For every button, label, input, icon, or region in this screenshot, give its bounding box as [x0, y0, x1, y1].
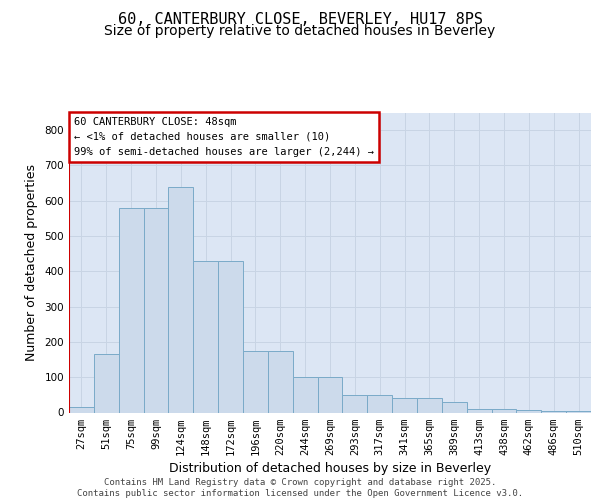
Text: 60 CANTERBURY CLOSE: 48sqm
← <1% of detached houses are smaller (10)
99% of semi: 60 CANTERBURY CLOSE: 48sqm ← <1% of deta… [74, 117, 374, 156]
Bar [343, 395, 367, 412]
Text: 60, CANTERBURY CLOSE, BEVERLEY, HU17 8PS: 60, CANTERBURY CLOSE, BEVERLEY, HU17 8PS [118, 12, 482, 28]
Bar [218, 260, 243, 412]
Bar [467, 409, 491, 412]
Bar [541, 410, 566, 412]
Bar [367, 395, 392, 412]
Bar [69, 407, 94, 412]
Bar [317, 377, 343, 412]
Y-axis label: Number of detached properties: Number of detached properties [25, 164, 38, 361]
Text: Contains HM Land Registry data © Crown copyright and database right 2025.
Contai: Contains HM Land Registry data © Crown c… [77, 478, 523, 498]
Bar [268, 350, 293, 412]
Bar [94, 354, 119, 412]
Bar [293, 377, 317, 412]
Bar [566, 410, 591, 412]
X-axis label: Distribution of detached houses by size in Beverley: Distribution of detached houses by size … [169, 462, 491, 475]
Text: Size of property relative to detached houses in Beverley: Size of property relative to detached ho… [104, 24, 496, 38]
Bar [193, 260, 218, 412]
Bar [491, 409, 517, 412]
Bar [517, 410, 541, 412]
Bar [392, 398, 417, 412]
Bar [143, 208, 169, 412]
Bar [119, 208, 143, 412]
Bar [169, 186, 193, 412]
Bar [442, 402, 467, 412]
Bar [243, 350, 268, 412]
Bar [417, 398, 442, 412]
